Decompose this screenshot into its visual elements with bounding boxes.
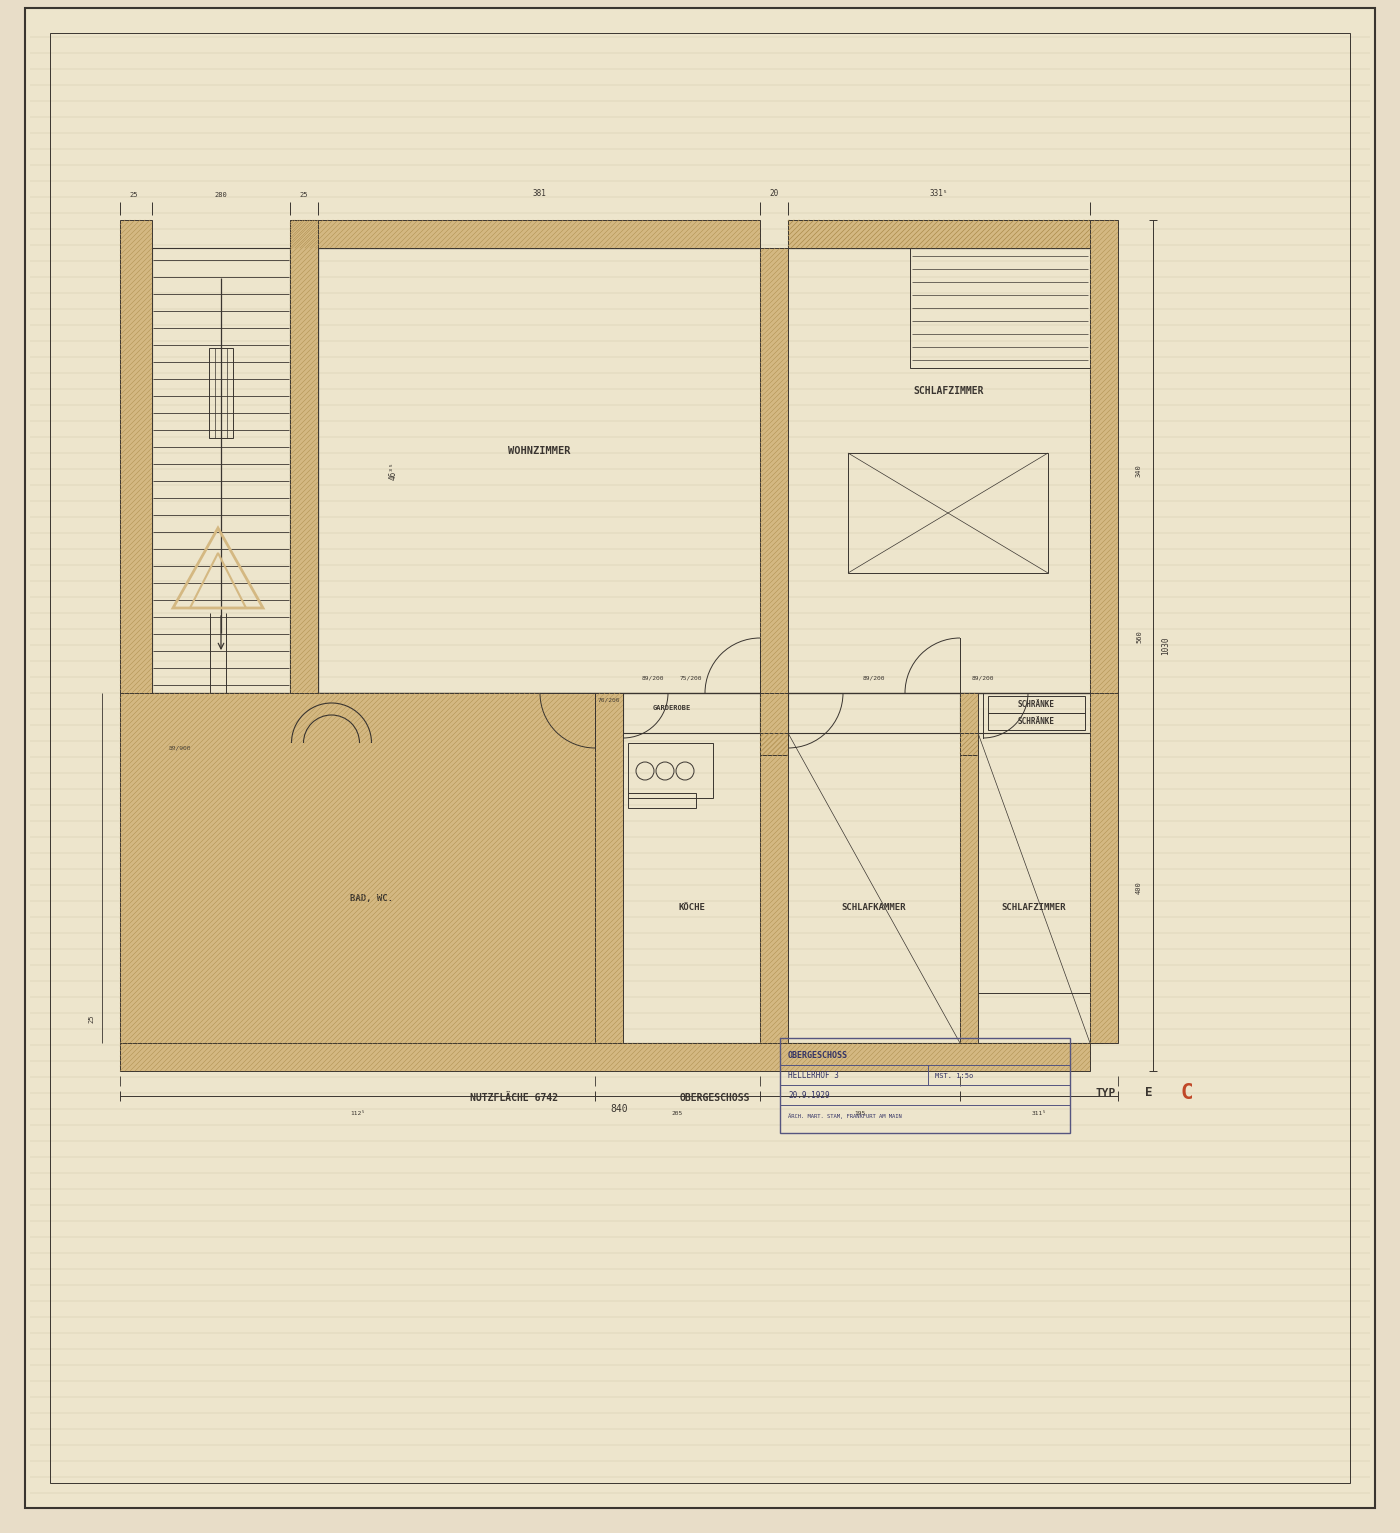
Text: 25: 25 <box>88 1015 94 1023</box>
Text: 70/200: 70/200 <box>598 698 620 704</box>
Text: SCHLAFZIMMER: SCHLAFZIMMER <box>1002 903 1067 912</box>
Bar <box>760 733 788 754</box>
Bar <box>595 693 623 1042</box>
Text: ÄRCH. MART. STAM, FRANKFURT AM MAIN: ÄRCH. MART. STAM, FRANKFURT AM MAIN <box>788 1113 902 1119</box>
Text: 89/200: 89/200 <box>972 676 994 681</box>
Bar <box>760 693 788 1042</box>
Bar <box>153 248 290 693</box>
Text: MST. 1:5o: MST. 1:5o <box>935 1073 973 1079</box>
Bar <box>629 744 713 799</box>
Text: GARDEROBE: GARDEROBE <box>652 705 692 711</box>
Bar <box>848 452 1049 573</box>
Text: 89/900: 89/900 <box>169 745 192 750</box>
Bar <box>120 1042 1091 1072</box>
Text: 340: 340 <box>1135 464 1142 477</box>
Text: 205: 205 <box>672 1111 683 1116</box>
Text: C: C <box>1180 1082 1193 1104</box>
Text: 311⁵: 311⁵ <box>1032 1111 1047 1116</box>
Bar <box>960 693 979 1042</box>
Text: 1030: 1030 <box>1161 636 1170 655</box>
Bar <box>965 993 1105 1042</box>
Text: 89/200: 89/200 <box>641 676 664 681</box>
Text: WOHNZIMMER: WOHNZIMMER <box>508 446 570 455</box>
Bar <box>988 713 1085 730</box>
Bar <box>788 221 1091 248</box>
Text: 25: 25 <box>130 192 139 198</box>
Text: OBERGESCHOSS: OBERGESCHOSS <box>680 1093 750 1104</box>
Bar <box>203 704 232 728</box>
Text: SCHLAFZIMMER: SCHLAFZIMMER <box>914 385 984 396</box>
Text: 400: 400 <box>1135 881 1142 894</box>
Text: 75/200: 75/200 <box>680 676 703 681</box>
Bar <box>290 221 318 693</box>
Text: SCHLAFKAMMER: SCHLAFKAMMER <box>841 903 906 912</box>
Text: 112⁵: 112⁵ <box>350 1111 365 1116</box>
Bar <box>120 221 153 693</box>
Text: 195: 195 <box>854 1111 865 1116</box>
Bar <box>1091 221 1119 693</box>
Text: 840: 840 <box>610 1104 627 1114</box>
Bar <box>629 793 696 808</box>
Bar <box>209 348 232 438</box>
Text: HELLERHOF 3: HELLERHOF 3 <box>788 1072 839 1081</box>
Bar <box>788 221 1091 248</box>
Text: 25: 25 <box>300 192 308 198</box>
Bar <box>155 978 245 1033</box>
Text: BAD, WC.: BAD, WC. <box>350 894 393 903</box>
Text: OBERGESCHOSS: OBERGESCHOSS <box>788 1050 848 1059</box>
Text: 20.9.1929: 20.9.1929 <box>788 1091 830 1101</box>
Text: 280: 280 <box>214 192 227 198</box>
Text: 20: 20 <box>770 189 778 198</box>
Bar <box>780 1038 1070 1133</box>
Text: SCHRÄNKE: SCHRÄNKE <box>1018 701 1056 708</box>
Bar <box>120 693 595 1042</box>
Text: E: E <box>1145 1087 1152 1099</box>
Text: 381: 381 <box>532 189 546 198</box>
Bar <box>988 696 1085 713</box>
Text: KÖCHE: KÖCHE <box>678 903 706 912</box>
Bar <box>290 221 760 248</box>
Text: SCHRÄNKE: SCHRÄNKE <box>1018 717 1056 727</box>
Bar <box>760 248 788 693</box>
Text: TYP: TYP <box>1095 1088 1116 1098</box>
Bar <box>1091 693 1119 1042</box>
Text: NUTZFLÄCHE 6742: NUTZFLÄCHE 6742 <box>470 1093 559 1104</box>
Text: 560: 560 <box>1135 630 1142 642</box>
Text: 46³⁵: 46³⁵ <box>389 461 398 480</box>
Bar <box>960 733 979 754</box>
Text: 89/200: 89/200 <box>862 676 885 681</box>
Bar <box>910 248 1091 368</box>
Bar <box>155 993 216 1033</box>
Text: 331⁵: 331⁵ <box>930 189 948 198</box>
